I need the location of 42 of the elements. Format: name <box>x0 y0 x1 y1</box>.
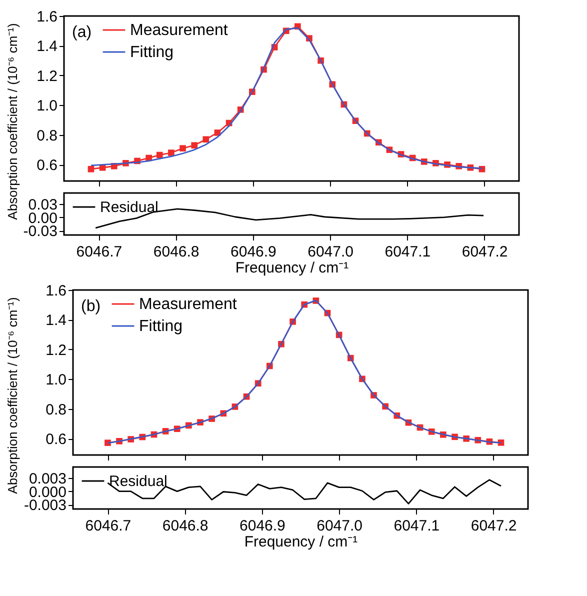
y-tick-label: 1.0 <box>36 98 58 115</box>
x-tick-label: 6047.1 <box>384 244 431 260</box>
x-tick-label: 6046.8 <box>153 244 200 260</box>
x-tick-label: 6047.1 <box>394 518 440 534</box>
y-tick-label: 0.8 <box>36 127 58 144</box>
x-tick-label: 6047.2 <box>462 244 508 260</box>
y-axis-title: Absorption coefficient / (10⁻⁶ cm⁻¹) <box>5 23 20 220</box>
point <box>202 136 210 143</box>
legend-label: Fitting <box>130 44 174 61</box>
x-tick-label: 6046.7 <box>85 518 132 534</box>
y-tick-label: 0.8 <box>46 401 66 418</box>
point <box>180 145 186 152</box>
x-tick-label: 6047.0 <box>316 518 363 534</box>
y-tick-label: 1.6 <box>36 8 58 26</box>
legend-label: Measurement <box>139 296 238 313</box>
x-tick-label: 6047.0 <box>308 244 354 260</box>
point <box>168 150 174 156</box>
y-tick-label: 0.6 <box>46 431 66 448</box>
point <box>191 142 198 148</box>
annotation: (a) <box>72 24 92 41</box>
annotation: (b) <box>81 298 101 315</box>
point <box>156 152 163 158</box>
x-tick-label: 6046.9 <box>239 518 286 534</box>
y-tick-label: 1.2 <box>46 342 66 359</box>
point <box>88 166 94 172</box>
legend-label: Residual <box>109 473 168 490</box>
x-tick-label: 6046.9 <box>230 244 276 260</box>
legend-label: Residual <box>100 199 158 216</box>
legend-label: Measurement <box>130 22 228 39</box>
y-tick-label: 1.6 <box>46 282 66 300</box>
x-axis-title: Frequency / cm⁻¹ <box>235 260 349 276</box>
y-tick-label: 1.0 <box>46 372 66 389</box>
y-axis-title: Absorption coefficient / (10⁻⁶ cm⁻¹) <box>5 297 20 494</box>
y-tick-label: 1.4 <box>46 312 66 330</box>
x-axis-title: Frequency / cm⁻¹ <box>244 534 358 550</box>
x-tick-label: 6047.2 <box>470 518 517 534</box>
x-tick-label: 6046.8 <box>162 518 208 534</box>
y-tick-label: 1.2 <box>36 68 58 85</box>
y-tick-label: 0.6 <box>36 157 58 174</box>
legend-label: Fitting <box>139 318 183 335</box>
x-tick-label: 6046.7 <box>76 244 122 260</box>
y-tick-label: 1.4 <box>36 38 58 56</box>
